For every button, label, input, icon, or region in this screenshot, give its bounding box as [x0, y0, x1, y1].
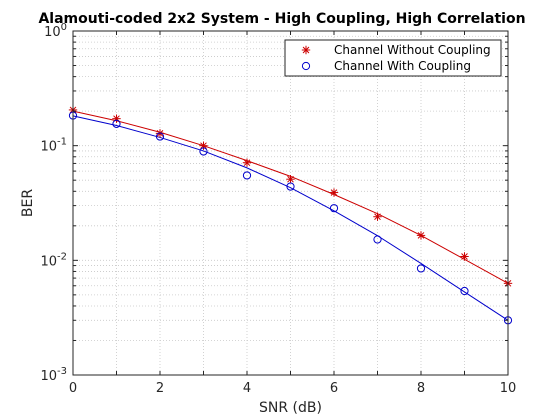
data-point — [199, 147, 208, 156]
x-tick-label: 4 — [243, 381, 251, 396]
y-axis-label: BER — [20, 189, 36, 217]
series-markers — [68, 105, 513, 325]
y-tick-exponent: 0 — [61, 22, 67, 33]
y-tick-label: 10-2 — [40, 251, 67, 269]
marker-stroke — [200, 142, 207, 149]
ticks — [72, 30, 509, 376]
data-point — [373, 212, 382, 221]
data-point — [286, 182, 295, 191]
marker-stroke — [374, 213, 381, 221]
legend: Channel Without Coupling Channel With Cou… — [284, 39, 502, 77]
y-tick-label: 10-1 — [40, 137, 67, 155]
marker-stroke — [461, 253, 468, 260]
legend-label: Channel Without Coupling — [334, 43, 491, 57]
y-tick-exponent: -2 — [57, 251, 67, 262]
marker-stroke — [302, 46, 310, 54]
data-point — [242, 171, 252, 180]
data-point — [155, 132, 165, 141]
legend-label: Channel With Coupling — [334, 59, 471, 73]
data-point — [416, 231, 426, 240]
data-point — [460, 286, 469, 296]
data-point — [286, 174, 295, 184]
marker-stroke — [243, 159, 251, 167]
data-point — [199, 141, 208, 150]
legend-marker — [301, 45, 311, 55]
marker-stroke — [417, 232, 425, 239]
legend-box — [284, 39, 502, 77]
y-tick-base: 10 — [40, 369, 57, 384]
y-tick-base: 10 — [40, 140, 57, 155]
y-tick-base: 10 — [40, 254, 57, 269]
y-tick-exponent: -3 — [57, 366, 67, 377]
x-tick-label: 6 — [330, 381, 338, 396]
x-tick-label: 8 — [417, 381, 425, 396]
y-tick-label: 10-3 — [40, 366, 67, 384]
marker-stroke — [287, 175, 294, 183]
grid — [73, 31, 508, 375]
y-tick-label: 100 — [44, 22, 67, 40]
data-point — [329, 188, 339, 197]
data-point — [460, 252, 469, 261]
legend-entries: Channel Without Coupling Channel With Cou… — [301, 43, 491, 73]
series-line-2 — [72, 115, 509, 321]
x-tick-label: 0 — [69, 381, 77, 396]
chart-title: Alamouti-coded 2x2 System - High Couplin… — [38, 11, 525, 27]
data-point — [416, 264, 426, 273]
legend-entry: Channel Without Coupling — [301, 43, 491, 57]
x-tick-label: 10 — [500, 381, 517, 396]
legend-entry: Channel With Coupling — [301, 59, 471, 73]
y-tick-exponent: -1 — [57, 137, 67, 148]
data-point — [112, 119, 121, 128]
data-point — [242, 158, 252, 167]
marker-stroke — [330, 189, 338, 196]
data-point — [329, 204, 339, 213]
x-tick-label: 2 — [156, 381, 164, 396]
legend-marker — [301, 61, 311, 71]
x-tick-labels: 0 2 4 6 8 10 — [69, 381, 516, 396]
y-tick-base: 10 — [44, 25, 61, 40]
x-axis-label: SNR (dB) — [259, 400, 322, 416]
data-point — [373, 235, 382, 244]
